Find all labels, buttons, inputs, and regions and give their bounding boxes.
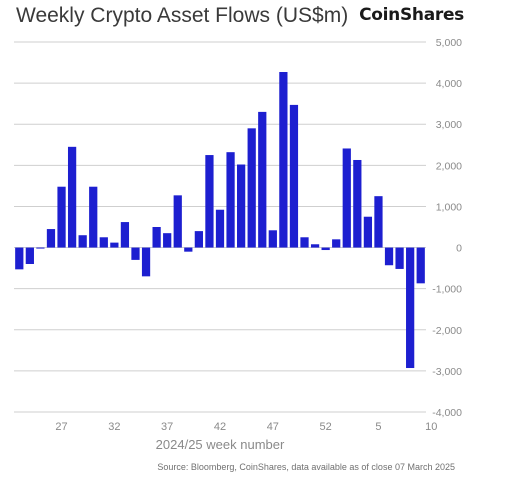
x-axis-label: 2024/25 week number xyxy=(156,437,285,452)
bar xyxy=(374,196,383,248)
bar xyxy=(237,164,246,248)
bar xyxy=(184,247,193,252)
x-tick-label: 27 xyxy=(55,421,67,433)
bar xyxy=(194,231,203,248)
x-tick-label: 42 xyxy=(214,421,226,433)
y-tick-label: 5,000 xyxy=(436,37,462,49)
bar xyxy=(89,186,98,248)
bar xyxy=(258,111,267,248)
bar xyxy=(363,216,373,248)
bar xyxy=(141,247,151,277)
bar xyxy=(25,247,34,264)
bar xyxy=(226,152,235,248)
x-tick-label: 52 xyxy=(320,421,332,433)
bar xyxy=(300,237,309,248)
y-tick-label: 0 xyxy=(456,243,462,255)
y-tick-label: -4,000 xyxy=(432,407,462,419)
x-tick-label: 10 xyxy=(425,421,437,433)
y-tick-label: 3,000 xyxy=(436,119,462,131)
bar xyxy=(67,146,77,248)
bar xyxy=(215,209,225,248)
y-axis-ticks: 5,000 4,000 3,000 2,000 1,000 0 -1,000 -2,000 -3… xyxy=(432,37,462,419)
bar xyxy=(46,229,56,248)
source-note: Source: Bloomberg, CoinShares, data avai… xyxy=(157,462,455,472)
bar xyxy=(268,230,277,248)
x-tick-label: 32 xyxy=(108,421,120,433)
bar xyxy=(152,227,161,248)
x-tick-label: 37 xyxy=(161,421,173,433)
bar xyxy=(173,195,182,248)
bar xyxy=(78,235,87,248)
bar xyxy=(36,247,45,249)
bar xyxy=(120,222,130,248)
bar xyxy=(110,242,119,248)
bar xyxy=(353,159,362,248)
bar xyxy=(406,247,415,369)
bar xyxy=(163,233,172,248)
bar xyxy=(332,239,341,248)
x-tick-label: 47 xyxy=(267,421,279,433)
bar xyxy=(321,247,330,251)
bar xyxy=(384,247,394,266)
x-tick-label: 5 xyxy=(375,421,381,433)
bars xyxy=(15,72,425,369)
bar xyxy=(247,128,256,248)
gridlines xyxy=(14,41,426,413)
bar xyxy=(342,148,351,248)
y-tick-label: -2,000 xyxy=(432,325,462,337)
brand-logo: CoinShares xyxy=(359,5,464,25)
bar xyxy=(99,237,108,248)
x-axis-ticks: 27 32 37 42 47 52 5 10 xyxy=(55,421,437,433)
y-tick-label: -1,000 xyxy=(432,284,462,296)
bar xyxy=(279,72,288,248)
bar xyxy=(310,244,320,248)
bar xyxy=(15,247,24,270)
bar xyxy=(289,104,299,248)
bar xyxy=(131,247,140,260)
y-tick-label: -3,000 xyxy=(432,366,462,378)
chart-title: Weekly Crypto Asset Flows (US$m) xyxy=(16,4,349,27)
y-tick-label: 1,000 xyxy=(436,201,462,213)
bar xyxy=(416,247,425,284)
y-tick-label: 2,000 xyxy=(436,160,462,172)
y-tick-label: 4,000 xyxy=(436,78,462,90)
bar xyxy=(205,155,214,248)
bar xyxy=(395,247,404,269)
bar xyxy=(57,186,66,248)
